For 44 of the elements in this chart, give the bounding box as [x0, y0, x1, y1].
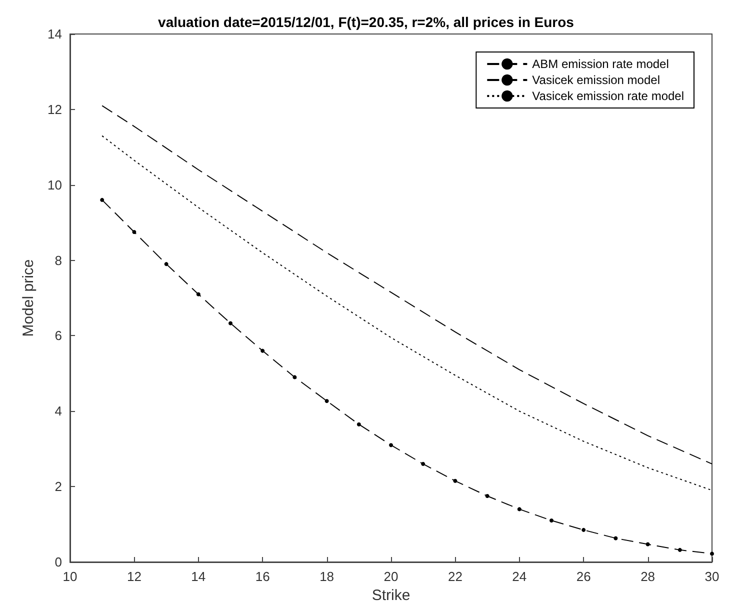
legend-label: Vasicek emission model — [532, 73, 660, 87]
point — [260, 348, 265, 353]
point — [678, 548, 682, 552]
point — [550, 518, 554, 523]
y-tick-label: 6 — [54, 328, 62, 344]
x-tick-label: 14 — [191, 569, 206, 584]
point — [228, 321, 232, 326]
x-tick-label: 24 — [512, 569, 527, 584]
point — [485, 494, 490, 498]
x-tick-label: 30 — [704, 569, 720, 584]
y-tick-label: 2 — [54, 479, 62, 494]
point — [389, 443, 393, 448]
legend-label: Vasicek emission rate model — [532, 89, 684, 103]
point — [356, 422, 361, 426]
point — [453, 478, 458, 483]
point — [646, 542, 650, 546]
x-tick-label: 26 — [576, 569, 591, 584]
chart-title: valuation date=2015/12/01, F(t)=20.35, r=2%, all prices in Euros — [158, 14, 574, 30]
point — [164, 262, 168, 266]
x-tick-label: 22 — [448, 569, 462, 584]
point — [710, 552, 714, 556]
point — [196, 292, 200, 296]
x-tick-label: 18 — [320, 569, 334, 584]
point — [132, 230, 136, 234]
x-axis-title: Strike — [372, 587, 410, 604]
x-tick-label: 28 — [640, 569, 656, 584]
x-tick-label: 20 — [384, 569, 398, 584]
y-tick-label: 4 — [54, 404, 62, 419]
y-tick-label: 14 — [48, 26, 62, 42]
point — [324, 398, 329, 403]
y-tick-label: 12 — [48, 102, 62, 117]
y-tick-label: 8 — [54, 252, 62, 268]
point — [614, 536, 618, 540]
x-tick-label: 16 — [255, 569, 270, 584]
legend-label: ABM emission rate model — [532, 57, 669, 71]
x-tick-label: 12 — [126, 569, 142, 584]
point — [582, 528, 586, 532]
y-tick-label: 0 — [54, 554, 62, 570]
point — [292, 375, 297, 380]
y-axis-title: Model price — [20, 259, 37, 337]
point — [517, 507, 522, 512]
y-tick-label: 10 — [48, 177, 62, 192]
point — [421, 462, 426, 466]
point — [100, 198, 104, 202]
